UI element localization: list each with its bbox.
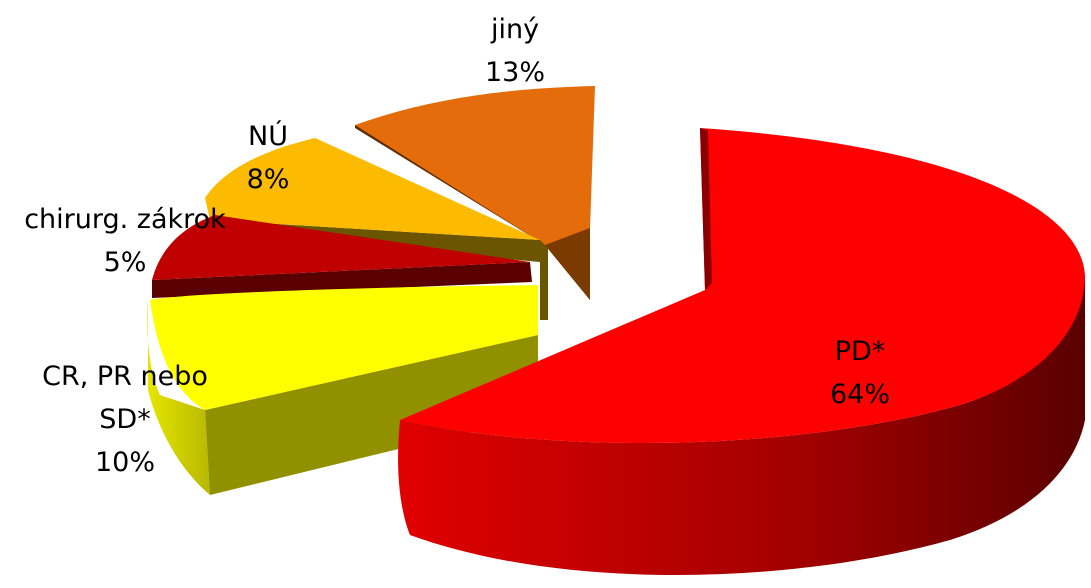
pie-slice-pd-face xyxy=(400,128,1085,443)
data-label: NÚ 8% xyxy=(247,120,290,195)
data-label: CR, PR nebo SD* 10% xyxy=(42,361,208,478)
pie-slice-chirurg-zakrok xyxy=(152,215,532,298)
pie-slice-pd xyxy=(398,128,1086,575)
pie-slice-jiny xyxy=(355,86,595,300)
data-label-text: CR, PR nebo xyxy=(42,361,208,392)
data-label-percent: 64% xyxy=(830,379,890,410)
pie-slice-cr-pr-sd-face xyxy=(150,285,538,410)
data-label-percent: 13% xyxy=(485,57,545,88)
pie-slice-cr-pr-sd-face xyxy=(147,300,210,495)
pie-slice-pd-face xyxy=(398,275,1086,575)
data-label-text: PD* xyxy=(835,336,886,367)
data-label-percent: 10% xyxy=(95,447,155,478)
data-label-text: chirurg. zákrok xyxy=(24,204,226,235)
pie-slice-cr-pr-sd xyxy=(147,285,538,495)
data-label: PD* 64% xyxy=(830,336,890,410)
data-label-text: NÚ xyxy=(248,120,288,152)
pie-slice-nu-face xyxy=(205,138,540,240)
pie-slice-jiny-face xyxy=(545,228,590,300)
pie-slice-cr-pr-sd-face xyxy=(205,335,538,495)
pie-slice-nu-face xyxy=(540,240,548,320)
data-label: jiný 13% xyxy=(485,14,545,88)
pie-slice-chirurg-zakrok-face xyxy=(152,215,530,280)
data-label-text: jiný xyxy=(490,14,539,45)
pie-slice-chirurg-zakrok-face xyxy=(152,262,532,298)
data-label: chirurg. zákrok 5% xyxy=(24,204,226,278)
pie-slice-pd-face xyxy=(700,128,712,290)
data-label-percent: 8% xyxy=(247,164,290,195)
pie-slice-jiny-face xyxy=(355,86,595,245)
data-label-text: SD* xyxy=(99,404,150,435)
data-label-percent: 5% xyxy=(104,247,147,278)
